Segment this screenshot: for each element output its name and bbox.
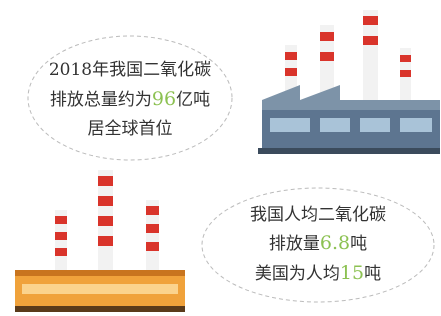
bubble-text: 我国人均二氧化碳 [250, 205, 386, 225]
bubble-text: 居全球首位 [88, 119, 173, 139]
factory-orange [15, 170, 185, 312]
infographic: 2018年我国二氧化碳 排放总量约为96亿吨 居全球首位 我国人均二氧化碳 排放… [0, 0, 441, 316]
text: 2018年我国二氧化碳 [49, 60, 211, 80]
bubble-text: 排放总量约为96亿吨 [50, 88, 210, 110]
factory-blue [258, 10, 440, 154]
bubble-text: 美国为人均15吨 [255, 262, 381, 284]
text: 吨 [364, 264, 381, 284]
text: 美国为人均 [255, 264, 340, 284]
highlight-number: 96 [152, 88, 176, 110]
text: 排放总量约为 [50, 90, 152, 110]
bubble-text: 2018年我国二氧化碳 [49, 60, 211, 80]
text: 吨 [350, 234, 367, 254]
text: 居全球首位 [88, 119, 173, 139]
text: 亿吨 [176, 90, 210, 110]
page: {"top_bubble": {"lines": [ {"text": "201… [0, 0, 441, 316]
highlight-number: 6.8 [320, 232, 350, 254]
bubble-text: 排放量6.8吨 [269, 232, 367, 254]
text: 我国人均二氧化碳 [250, 205, 386, 225]
text: 排放量 [269, 234, 320, 254]
highlight-number: 15 [340, 262, 364, 284]
